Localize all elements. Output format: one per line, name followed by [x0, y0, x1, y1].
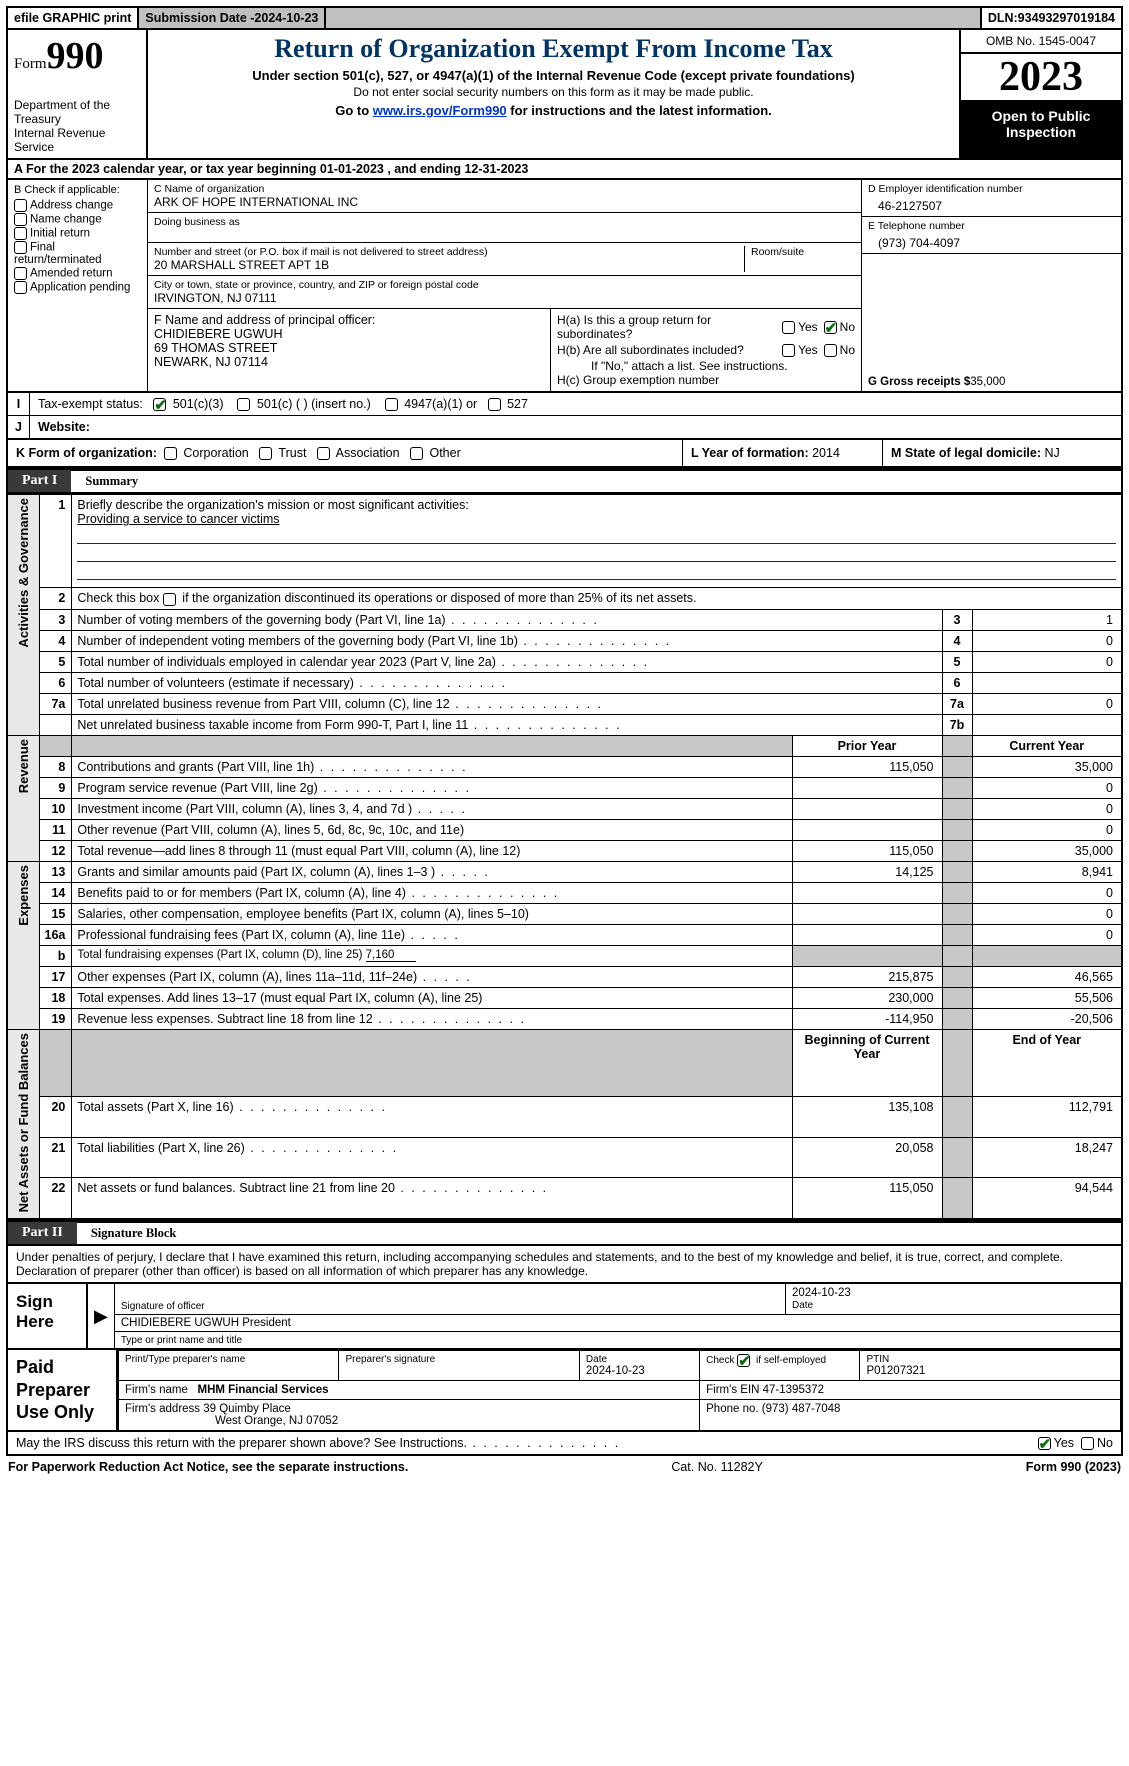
preparer-block: Paid Preparer Use Only Print/Type prepar… — [6, 1350, 1123, 1432]
perjury-statement: Under penalties of perjury, I declare th… — [6, 1246, 1123, 1282]
side-governance: Activities & Governance — [7, 495, 39, 735]
open-public: Open to Public Inspection — [961, 102, 1121, 158]
efile-label: efile GRAPHIC print — [8, 8, 139, 28]
discuss-no-checkbox[interactable] — [1081, 1437, 1094, 1450]
dept-treasury: Department of the Treasury Internal Reve… — [14, 98, 140, 154]
group-return-no-checkbox[interactable] — [824, 321, 837, 334]
org-address: 20 MARSHALL STREET APT 1B — [154, 258, 738, 272]
discuss-row: May the IRS discuss this return with the… — [6, 1432, 1123, 1456]
part1-bar: Part I Summary — [6, 468, 1123, 494]
mission: Providing a service to cancer victims — [77, 512, 279, 526]
ein: 46-2127507 — [868, 195, 1115, 213]
header-right: OMB No. 1545-0047 2023 Open to Public In… — [961, 30, 1121, 158]
side-expenses: Expenses — [7, 861, 39, 1029]
assoc-checkbox[interactable] — [317, 447, 330, 460]
form-org-row: K Form of organization: Corporation Trus… — [6, 440, 1123, 468]
box-h: H(a) Is this a group return for subordin… — [551, 309, 861, 391]
501c3-checkbox[interactable] — [153, 398, 166, 411]
submission-date: Submission Date - 2024-10-23 — [139, 8, 326, 28]
box-f: F Name and address of principal officer:… — [148, 309, 551, 391]
group-return-yes-checkbox[interactable] — [782, 321, 795, 334]
tax-year: 2023 — [961, 54, 1121, 102]
top-bar: efile GRAPHIC print Submission Date - 20… — [6, 6, 1123, 30]
box-c: C Name of organization ARK OF HOPE INTER… — [148, 180, 861, 391]
topbar-spacer — [326, 8, 981, 28]
website-row: J Website: — [6, 416, 1123, 440]
sign-block: Sign Here ▶ Signature of officer 2024-10… — [6, 1282, 1123, 1350]
501c-checkbox[interactable] — [237, 398, 250, 411]
phone: (973) 704-4097 — [868, 232, 1115, 250]
app-pending-checkbox[interactable] — [14, 281, 27, 294]
summary-table: Activities & Governance 1 Briefly descri… — [6, 494, 1123, 1220]
officer-name: CHIDIEBERE UGWUH President — [121, 1317, 291, 1329]
4947-checkbox[interactable] — [385, 398, 398, 411]
page-footer: For Paperwork Reduction Act Notice, see … — [6, 1456, 1123, 1478]
self-employed-checkbox[interactable] — [737, 1354, 750, 1367]
initial-return-checkbox[interactable] — [14, 227, 27, 240]
other-checkbox[interactable] — [410, 447, 423, 460]
form-id-block: Form990 Department of the Treasury Inter… — [8, 30, 148, 158]
part2-bar: Part II Signature Block — [6, 1220, 1123, 1246]
corp-checkbox[interactable] — [164, 447, 177, 460]
subs-yes-checkbox[interactable] — [782, 344, 795, 357]
discuss-yes-checkbox[interactable] — [1038, 1437, 1051, 1450]
dln: DLN: 93493297019184 — [982, 8, 1121, 28]
gross-receipts: 35,000 — [970, 376, 1005, 388]
irs-link[interactable]: www.irs.gov/Form990 — [373, 103, 507, 118]
sign-arrow-icon: ▶ — [88, 1284, 114, 1348]
side-net-assets: Net Assets or Fund Balances — [7, 1029, 39, 1219]
final-return-checkbox[interactable] — [14, 241, 27, 254]
form-header: Form990 Department of the Treasury Inter… — [6, 30, 1123, 160]
box-deg: D Employer identification number 46-2127… — [861, 180, 1121, 391]
tax-year-row: A For the 2023 calendar year, or tax yea… — [6, 160, 1123, 180]
discontinued-checkbox[interactable] — [163, 593, 176, 606]
omb-number: OMB No. 1545-0047 — [961, 30, 1121, 54]
527-checkbox[interactable] — [488, 398, 501, 411]
org-city: IRVINGTON, NJ 07111 — [154, 291, 855, 305]
name-change-checkbox[interactable] — [14, 213, 27, 226]
amended-return-checkbox[interactable] — [14, 267, 27, 280]
trust-checkbox[interactable] — [259, 447, 272, 460]
org-info-block: B Check if applicable: Address change Na… — [6, 180, 1123, 393]
addr-change-checkbox[interactable] — [14, 199, 27, 212]
form-title-block: Return of Organization Exempt From Incom… — [148, 30, 961, 158]
org-name: ARK OF HOPE INTERNATIONAL INC — [154, 195, 855, 209]
box-b: B Check if applicable: Address change Na… — [8, 180, 148, 391]
tax-status-row: I Tax-exempt status: 501(c)(3) 501(c) ( … — [6, 393, 1123, 416]
subs-no-checkbox[interactable] — [824, 344, 837, 357]
side-revenue: Revenue — [7, 735, 39, 861]
form-title: Return of Organization Exempt From Incom… — [154, 34, 953, 64]
